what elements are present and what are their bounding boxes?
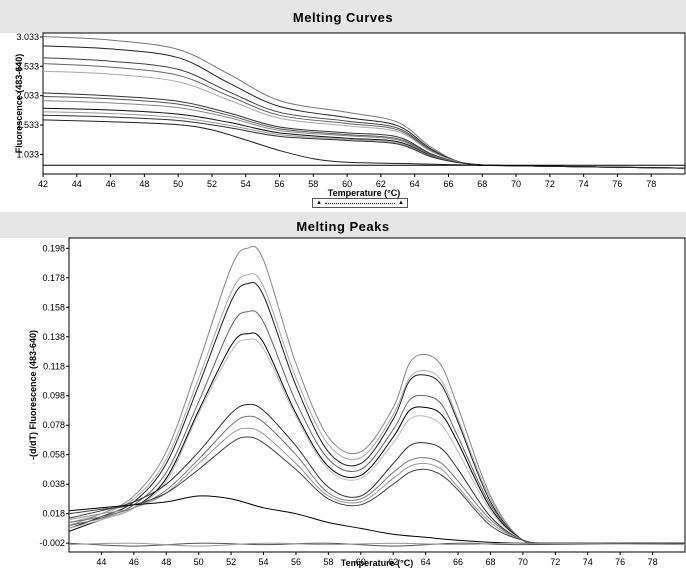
y-tick-label: -0.002 xyxy=(39,538,65,548)
x-tick-label: 58 xyxy=(323,557,333,567)
series-line-5 xyxy=(68,332,686,545)
x-tick-label: 50 xyxy=(173,179,183,189)
series-line-4 xyxy=(68,310,686,545)
x-tick-label: 52 xyxy=(207,179,217,189)
x-tick-label: 56 xyxy=(275,179,285,189)
y-tick-label: 0.038 xyxy=(42,479,65,489)
x-tick-label: 48 xyxy=(139,179,149,189)
series-line-10 xyxy=(68,436,686,544)
y-tick-label: 1.033 xyxy=(16,149,39,159)
series-line-6 xyxy=(68,338,686,545)
scroll-left-arrow-icon[interactable]: ▲ xyxy=(316,200,322,206)
series-line-7 xyxy=(68,403,686,544)
series-line-3 xyxy=(68,282,686,545)
x-tick-label: 78 xyxy=(648,557,658,567)
x-tick-label: 44 xyxy=(96,557,106,567)
y-axis-label: -(d/dT) Fluorescence (483-640) xyxy=(28,330,38,460)
bottom-title-band xyxy=(0,212,686,238)
x-tick-label: 76 xyxy=(612,179,622,189)
scroll-right-arrow-icon[interactable]: ▲ xyxy=(398,200,404,206)
x-tick-label: 68 xyxy=(477,179,487,189)
series-line-1 xyxy=(68,245,686,545)
x-tick-label: 60 xyxy=(356,557,366,567)
series-line-9 xyxy=(68,427,686,544)
series-line-8 xyxy=(68,415,686,544)
x-axis-label: Temperature (°C) xyxy=(328,188,400,198)
x-tick-label: 52 xyxy=(226,557,236,567)
x-tick-label: 72 xyxy=(550,557,560,567)
x-tick-label: 46 xyxy=(106,179,116,189)
y-tick-label: 0.158 xyxy=(42,302,65,312)
series-line-12 xyxy=(68,542,686,547)
plot-area xyxy=(68,237,686,553)
x-tick-label: 74 xyxy=(579,179,589,189)
chart-title-melting-peaks: Melting Peaks xyxy=(296,219,390,234)
series-line-11 xyxy=(68,495,686,544)
y-tick-label: 0.118 xyxy=(43,361,65,371)
x-tick-label: 56 xyxy=(291,557,301,567)
x-tick-label: 64 xyxy=(410,179,420,189)
y-tick-label: 1.533 xyxy=(16,120,39,130)
y-tick-label: 0.018 xyxy=(42,509,65,519)
x-tick-label: 54 xyxy=(259,557,269,567)
x-tick-label: 74 xyxy=(583,557,593,567)
scroll-track xyxy=(325,203,395,204)
x-tick-label: 70 xyxy=(511,179,521,189)
series-line-13 xyxy=(68,542,686,547)
plot-area xyxy=(42,32,686,175)
y-tick-label: 2.033 xyxy=(16,91,39,101)
series-line-2 xyxy=(68,273,686,545)
x-tick-label: 48 xyxy=(161,557,171,567)
x-tick-label: 72 xyxy=(545,179,555,189)
x-tick-label: 64 xyxy=(421,557,431,567)
x-tick-label: 62 xyxy=(388,557,398,567)
x-tick-label: 68 xyxy=(485,557,495,567)
y-tick-label: 3.033 xyxy=(16,32,39,42)
x-tick-label: 70 xyxy=(518,557,528,567)
x-tick-label: 66 xyxy=(443,179,453,189)
top-title-band xyxy=(0,0,686,33)
x-tick-label: 58 xyxy=(308,179,318,189)
y-tick-label: 0.098 xyxy=(42,391,65,401)
y-tick-label: 0.178 xyxy=(42,273,65,283)
x-tick-label: 62 xyxy=(376,179,386,189)
x-tick-label: 78 xyxy=(646,179,656,189)
x-tick-label: 42 xyxy=(38,179,48,189)
melting-curves-chart: 42 44 46 48 50 52 54 56 58 60 62 64 66 68 70 72 74 76 78 3.… xyxy=(14,32,686,198)
x-tick-label: 44 xyxy=(72,179,82,189)
x-tick-label: 50 xyxy=(194,557,204,567)
x-tick-label: 76 xyxy=(615,557,625,567)
y-tick-label: 0.198 xyxy=(42,243,65,253)
y-tick-label: 0.138 xyxy=(42,332,65,342)
y-tick-label: 0.058 xyxy=(42,450,65,460)
x-tick-label: 66 xyxy=(453,557,463,567)
x-tick-label: 60 xyxy=(342,179,352,189)
chart-title-melting-curves: Melting Curves xyxy=(292,10,394,25)
x-tick-label: 54 xyxy=(241,179,251,189)
x-tick-label: 46 xyxy=(129,557,139,567)
y-axis-label: Fluorescence (483-640) xyxy=(14,54,24,154)
x-axis-label: Temperature (°C) xyxy=(341,558,413,568)
y-tick-label: 0.078 xyxy=(42,420,65,430)
range-scrollbar[interactable]: ▲ ▲ xyxy=(312,198,408,208)
y-tick-label: 2.533 xyxy=(16,61,39,71)
